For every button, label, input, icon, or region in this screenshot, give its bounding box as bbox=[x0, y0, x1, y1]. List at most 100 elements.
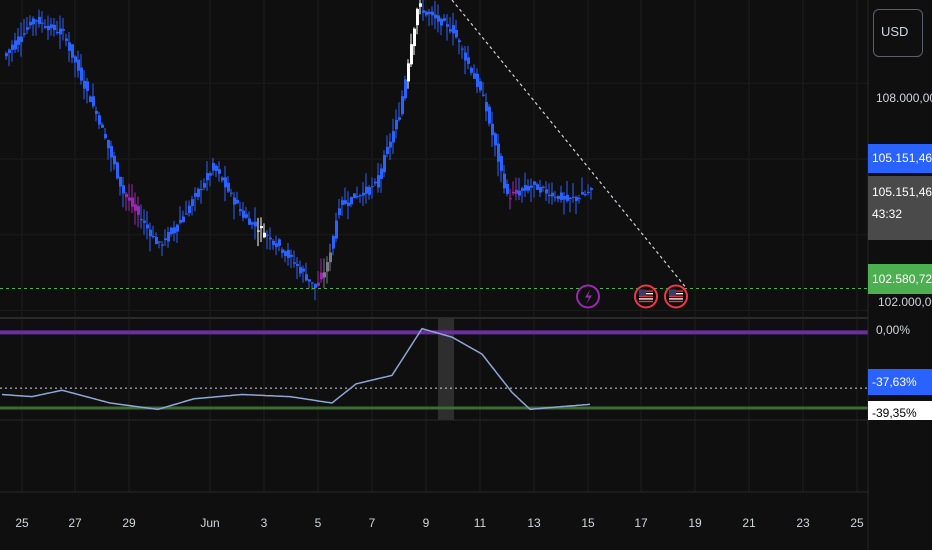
candle-body bbox=[566, 194, 569, 201]
candle-body bbox=[383, 154, 386, 173]
candle-body bbox=[485, 102, 488, 112]
candle-body bbox=[260, 226, 263, 229]
candle-body bbox=[275, 243, 278, 248]
candle-body bbox=[419, 3, 422, 7]
candle-body bbox=[41, 22, 44, 24]
time-tick-label: 23 bbox=[796, 516, 810, 530]
candle-body bbox=[242, 210, 245, 218]
candle-body bbox=[143, 220, 146, 223]
candle-body bbox=[233, 197, 236, 205]
candle-body bbox=[230, 192, 233, 194]
time-tick-label: 25 bbox=[15, 516, 29, 530]
candle-body bbox=[158, 241, 161, 243]
candle-body bbox=[542, 186, 545, 188]
time-tick-label: 29 bbox=[122, 516, 136, 530]
candle-body bbox=[269, 237, 272, 240]
candle-body bbox=[548, 194, 551, 197]
candle-body bbox=[512, 191, 515, 194]
us-flag-icon bbox=[634, 284, 658, 309]
time-tick-label: 19 bbox=[688, 516, 702, 530]
candle-body bbox=[563, 195, 566, 200]
candle-body bbox=[380, 168, 383, 179]
candle-body bbox=[62, 29, 65, 31]
event-markers bbox=[576, 284, 688, 309]
time-tick-label: Jun bbox=[200, 516, 219, 530]
candle-body bbox=[458, 40, 461, 43]
candle-body bbox=[35, 20, 38, 22]
currency-button[interactable]: USD bbox=[873, 9, 923, 57]
candle-body bbox=[452, 25, 455, 34]
time-tick-label: 17 bbox=[634, 516, 648, 530]
candle-body bbox=[434, 14, 437, 19]
candle-body bbox=[443, 18, 446, 21]
candle-body bbox=[428, 11, 431, 15]
candle-body bbox=[74, 56, 77, 63]
candle-body bbox=[245, 214, 248, 218]
candle-body bbox=[326, 262, 329, 272]
candle-body bbox=[341, 200, 344, 205]
candle-body bbox=[272, 240, 275, 245]
candle-body bbox=[497, 143, 500, 162]
candle-body bbox=[359, 195, 362, 197]
candle-body bbox=[365, 186, 368, 194]
candle-body bbox=[329, 252, 332, 263]
candle-body bbox=[77, 59, 80, 71]
indicator-value-label: -37,63% bbox=[872, 375, 917, 389]
candle-body bbox=[251, 222, 254, 225]
candle-body bbox=[65, 38, 68, 41]
time-axis: 25 27 29 Jun 3 5 7 9 11 13 15 17 19 21 23 25 bbox=[15, 516, 864, 530]
alert-price-tag: 102.580,72 bbox=[868, 264, 932, 294]
candle-body bbox=[545, 189, 548, 194]
candle-body bbox=[194, 193, 197, 197]
candle-body bbox=[224, 177, 227, 188]
candle-body bbox=[161, 244, 164, 246]
candle-body bbox=[188, 205, 191, 213]
candle-body bbox=[536, 184, 539, 190]
time-tick-label: 15 bbox=[581, 516, 595, 530]
candle-body bbox=[38, 16, 41, 25]
candle-body bbox=[134, 204, 137, 211]
candle-body bbox=[86, 81, 89, 91]
candle-body bbox=[32, 18, 35, 25]
candle-body bbox=[500, 155, 503, 171]
candle-body bbox=[401, 96, 404, 115]
candle-body bbox=[446, 24, 449, 27]
candle-body bbox=[374, 181, 377, 184]
candle-body bbox=[119, 176, 122, 187]
candle-body bbox=[254, 221, 257, 227]
candle-body bbox=[155, 236, 158, 245]
candle-body bbox=[137, 206, 140, 215]
candle-body bbox=[236, 199, 239, 204]
last-price-tag: 105.151,46 bbox=[868, 144, 932, 173]
candle-body bbox=[125, 193, 128, 198]
candle-body bbox=[317, 282, 320, 286]
candle-body bbox=[278, 239, 281, 246]
indicator-top-label: 0,00% bbox=[876, 323, 910, 337]
indicator-line bbox=[1, 327, 591, 411]
candle-body bbox=[26, 27, 29, 30]
candle-body bbox=[449, 29, 452, 32]
candle-body bbox=[176, 224, 179, 232]
candle-body bbox=[305, 274, 308, 281]
time-tick-label: 7 bbox=[369, 516, 376, 530]
candle-body bbox=[515, 189, 518, 194]
candle-body bbox=[14, 40, 17, 50]
candle-body bbox=[323, 272, 326, 278]
candle-body bbox=[482, 94, 485, 96]
candle-body bbox=[227, 182, 230, 192]
price-tick-102000: 102.000,00 bbox=[878, 295, 932, 309]
candle-body bbox=[407, 63, 410, 82]
candle-body bbox=[212, 162, 215, 171]
candle-body bbox=[437, 15, 440, 22]
candle-body bbox=[71, 44, 74, 58]
candle-body bbox=[101, 124, 104, 128]
candle-body bbox=[308, 279, 311, 282]
candle-body bbox=[221, 177, 224, 181]
candle-body bbox=[521, 188, 524, 191]
candle-body bbox=[302, 268, 305, 272]
candle-body bbox=[110, 145, 113, 158]
candle-body bbox=[50, 24, 53, 29]
candle-body bbox=[560, 192, 563, 200]
time-tick-label: 13 bbox=[527, 516, 541, 530]
